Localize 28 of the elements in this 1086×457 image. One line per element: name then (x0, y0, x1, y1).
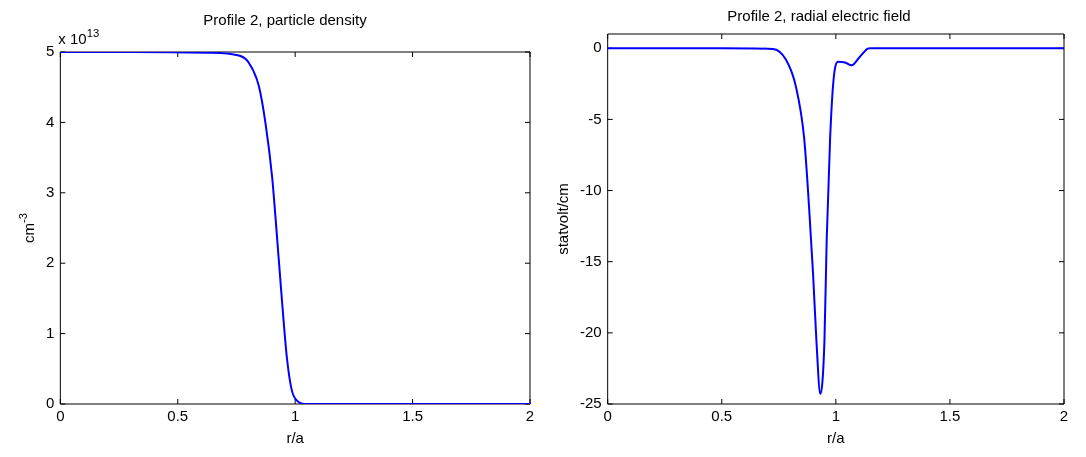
x-tick-label: 1.5 (939, 407, 961, 425)
y-tick-label: 4 (46, 112, 55, 130)
y-tick-label: 2 (46, 253, 55, 271)
y-tick-label: 3 (46, 182, 55, 200)
chart-title: Profile 2, radial electric field (727, 7, 911, 25)
x-tick-label: 0.5 (167, 407, 189, 425)
x-tick-label: 1 (291, 407, 300, 425)
chart-title: Profile 2, particle density (203, 11, 368, 29)
x-tick-label: 1 (831, 407, 841, 425)
y-tick-label: 1 (46, 323, 55, 341)
y-axis-title: statvolt/cm (554, 183, 571, 255)
y-tick-label: 5 (46, 42, 55, 60)
y-tick-label: -25 (579, 394, 602, 412)
x-tick-label: 1.5 (402, 407, 424, 425)
x-axis-title: r/a (827, 429, 846, 447)
y-tick-label: 0 (46, 394, 55, 412)
y-tick-label: -20 (579, 322, 602, 340)
line-series (60, 52, 530, 404)
x-tick-label: 0.5 (711, 407, 733, 425)
line-series (607, 47, 1064, 396)
y-tick-label: -10 (579, 180, 602, 198)
y-tick-label: -15 (579, 251, 602, 269)
x-tick-label: 2 (1059, 407, 1069, 425)
y-tick-label: 0 (593, 38, 602, 56)
x-tick-label: 2 (525, 407, 535, 425)
x-axis-title: r/a (286, 429, 305, 447)
y-axis-title: cm-3 (17, 212, 37, 243)
y-tick-label: -5 (588, 109, 602, 127)
